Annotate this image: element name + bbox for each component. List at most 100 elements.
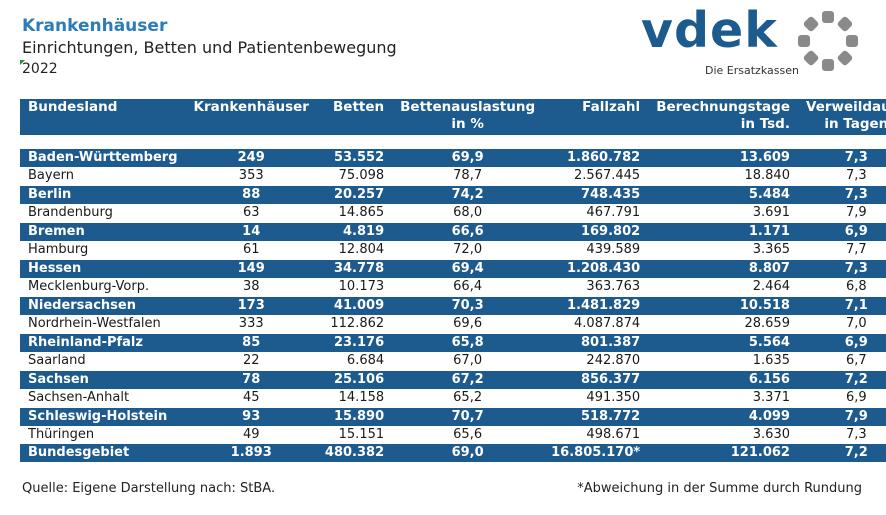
cell-fallzahl: 518.772: [543, 407, 649, 426]
cell-krankenhaeuser: 85: [185, 333, 317, 352]
cell-bettenauslastung: 69,4: [392, 259, 544, 278]
table-total-row: Bundesgebiet 1.893 480.382 69,0 16.805.170* 1…: [20, 444, 886, 462]
cell-bundesland: Hessen: [20, 259, 186, 278]
cell-fallzahl: 856.377: [543, 370, 649, 389]
col-header-krankenhaeuser: Krankenhäuser: [185, 99, 317, 135]
cell-bundesland: Berlin: [20, 185, 186, 204]
cell-krankenhaeuser: 14: [185, 222, 317, 241]
cell-bundesland: Baden-Württemberg: [20, 149, 186, 167]
cell-verweildauer: 6,9: [797, 333, 886, 352]
cell-betten: 12.804: [316, 241, 393, 260]
cell-verweildauer: 6,9: [797, 222, 886, 241]
cell-krankenhaeuser: 22: [185, 352, 317, 371]
hospital-table: Bundesland Krankenhäuser Betten Bettenau…: [20, 99, 886, 462]
cell-betten: 6.684: [316, 352, 393, 371]
cell-betten: 20.257: [316, 185, 393, 204]
cell-fallzahl: 242.870: [543, 352, 649, 371]
logo-ring-dot: [803, 16, 819, 32]
cell-bettenauslastung: 67,0: [392, 352, 544, 371]
cell-verweildauer: 7,3: [797, 167, 886, 186]
vdek-logo: vdek Die Ersatzkassen: [641, 2, 863, 80]
cell-krankenhaeuser: 353: [185, 167, 317, 186]
cell-verweildauer: 7,0: [797, 315, 886, 334]
col-header-berechnungstage-line2: in Tsd.: [740, 116, 790, 132]
cell-bundesland: Sachsen-Anhalt: [20, 389, 186, 408]
cell-krankenhaeuser: 149: [185, 259, 317, 278]
cell-verweildauer: 7,1: [797, 296, 886, 315]
cell-fallzahl: 1.860.782: [543, 149, 649, 167]
cell-berechnungstage: 3.691: [648, 204, 798, 223]
cell-betten: 15.151: [316, 426, 393, 444]
table-row: Hessen 149 34.778 69,4 1.208.430 8.807 7,3: [20, 259, 886, 278]
logo-ring-dot: [803, 50, 819, 66]
cell-berechnungstage: 3.365: [648, 241, 798, 260]
cell-bettenauslastung: 66,4: [392, 278, 544, 297]
cell-berechnungstage: 1.635: [648, 352, 798, 371]
col-header-verweildauer-line2: in Tagen: [824, 116, 886, 132]
total-cell-bundesland: Bundesgebiet: [20, 444, 186, 462]
cell-berechnungstage: 28.659: [648, 315, 798, 334]
cell-berechnungstage: 1.171: [648, 222, 798, 241]
cell-bettenauslastung: 69,6: [392, 315, 544, 334]
cell-berechnungstage: 5.484: [648, 185, 798, 204]
cell-berechnungstage: 18.840: [648, 167, 798, 186]
logo-ring-dot: [846, 35, 858, 47]
cell-betten: 14.158: [316, 389, 393, 408]
table-header-row: Bundesland Krankenhäuser Betten Bettenau…: [20, 99, 886, 135]
cell-bettenauslastung: 65,6: [392, 426, 544, 444]
cell-berechnungstage: 3.371: [648, 389, 798, 408]
col-header-bettenauslastung-line1: Bettenauslastung: [400, 99, 536, 115]
total-cell-bettenauslastung: 69,0: [392, 444, 544, 462]
cell-fallzahl: 748.435: [543, 185, 649, 204]
cell-fallzahl: 4.087.874: [543, 315, 649, 334]
cell-bettenauslastung: 78,7: [392, 167, 544, 186]
cell-krankenhaeuser: 61: [185, 241, 317, 260]
cell-betten: 25.106: [316, 370, 393, 389]
logo-tagline: Die Ersatzkassen: [705, 64, 799, 77]
cell-betten: 4.819: [316, 222, 393, 241]
table-row: Niedersachsen 173 41.009 70,3 1.481.829 10.51…: [20, 296, 886, 315]
cell-krankenhaeuser: 63: [185, 204, 317, 223]
logo-ring-dot: [798, 35, 810, 47]
page-subtitle: Einrichtungen, Betten und Patientenbeweg…: [22, 38, 397, 57]
total-cell-betten: 480.382: [316, 444, 393, 462]
cell-krankenhaeuser: 78: [185, 370, 317, 389]
cell-krankenhaeuser: 38: [185, 278, 317, 297]
table-row: Hamburg 61 12.804 72,0 439.589 3.365 7,7: [20, 241, 886, 260]
cell-bundesland: Rheinland-Pfalz: [20, 333, 186, 352]
logo-ring-dot: [822, 59, 834, 71]
cell-bettenauslastung: 65,8: [392, 333, 544, 352]
table-row: Brandenburg 63 14.865 68,0 467.791 3.691 7,9: [20, 204, 886, 223]
cell-fallzahl: 1.481.829: [543, 296, 649, 315]
cell-krankenhaeuser: 49: [185, 426, 317, 444]
cell-bundesland: Hamburg: [20, 241, 186, 260]
table-row: Bayern 353 75.098 78,7 2.567.445 18.840 7,3: [20, 167, 886, 186]
cell-bundesland: Mecklenburg-Vorp.: [20, 278, 186, 297]
table-gap-row: [20, 135, 886, 149]
cell-berechnungstage: 6.156: [648, 370, 798, 389]
cell-berechnungstage: 4.099: [648, 407, 798, 426]
cell-krankenhaeuser: 88: [185, 185, 317, 204]
cell-krankenhaeuser: 249: [185, 149, 317, 167]
cell-betten: 10.173: [316, 278, 393, 297]
corner-marker: [20, 60, 25, 65]
cell-bundesland: Bayern: [20, 167, 186, 186]
cell-verweildauer: 7,3: [797, 185, 886, 204]
logo-ring-dot: [837, 16, 853, 32]
cell-bettenauslastung: 70,3: [392, 296, 544, 315]
cell-bettenauslastung: 67,2: [392, 370, 544, 389]
cell-krankenhaeuser: 45: [185, 389, 317, 408]
cell-verweildauer: 6,8: [797, 278, 886, 297]
table-row: Mecklenburg-Vorp. 38 10.173 66,4 363.763 2.46…: [20, 278, 886, 297]
cell-berechnungstage: 13.609: [648, 149, 798, 167]
cell-betten: 15.890: [316, 407, 393, 426]
cell-verweildauer: 7,9: [797, 407, 886, 426]
cell-bundesland: Sachsen: [20, 370, 186, 389]
table-row: Rheinland-Pfalz 85 23.176 65,8 801.387 5.564 6…: [20, 333, 886, 352]
cell-bettenauslastung: 66,6: [392, 222, 544, 241]
cell-verweildauer: 6,9: [797, 389, 886, 408]
cell-verweildauer: 7,3: [797, 259, 886, 278]
page-title: Krankenhäuser: [22, 16, 168, 36]
col-header-bettenauslastung-line2: in %: [451, 116, 484, 132]
table-row: Berlin 88 20.257 74,2 748.435 5.484 7,3: [20, 185, 886, 204]
